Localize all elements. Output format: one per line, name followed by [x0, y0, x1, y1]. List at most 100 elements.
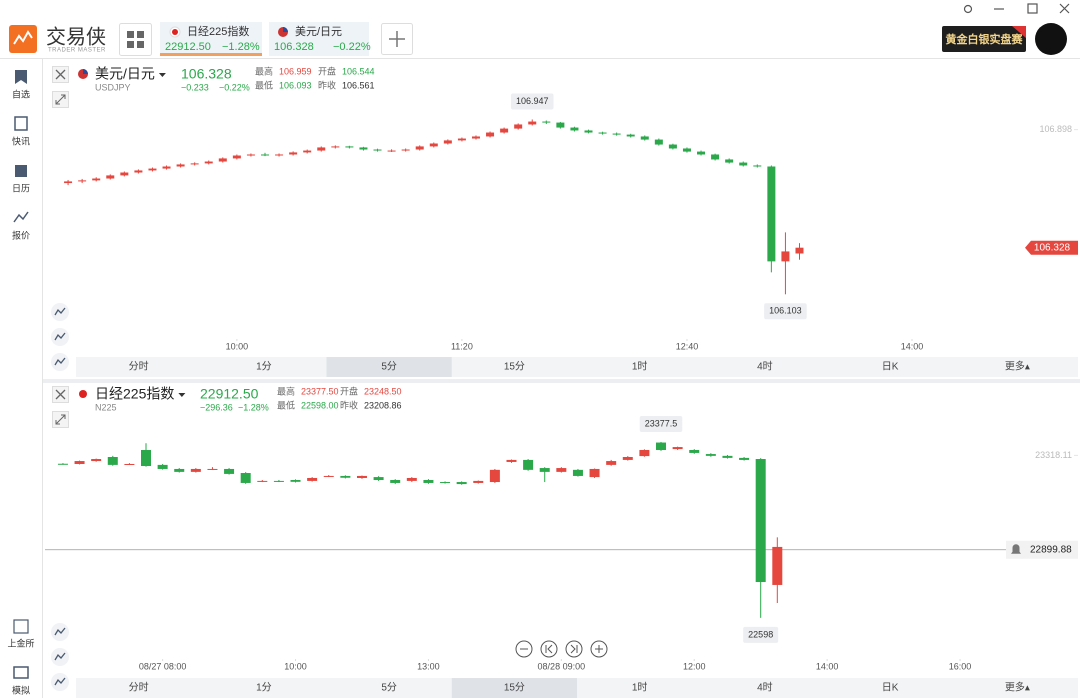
tool-icon — [54, 307, 66, 316]
tool-button[interactable] — [51, 648, 69, 666]
candle-body — [148, 168, 157, 171]
stat-label: 最高 — [277, 385, 295, 396]
x-tick-label: 16:00 — [949, 661, 972, 671]
stat-value: 106.544 — [342, 66, 375, 76]
period-option[interactable]: 日K — [882, 362, 899, 373]
period-option[interactable]: 分时 — [129, 361, 149, 373]
candle-body — [739, 457, 750, 460]
candle-body — [106, 175, 115, 179]
x-tick-label: 10:00 — [284, 661, 307, 671]
tab-change: −0.22% — [333, 41, 371, 53]
period-option[interactable]: 更多▴ — [1005, 360, 1030, 373]
sidebar-item[interactable]: 上金所 — [7, 637, 34, 648]
sidebar-item[interactable]: 自选 — [12, 88, 30, 99]
dropdown-caret — [178, 393, 186, 397]
period-active — [451, 678, 577, 698]
flag — [83, 69, 88, 74]
tool-icon — [54, 677, 66, 686]
candle-body — [705, 454, 716, 456]
tool-button[interactable] — [51, 328, 69, 346]
tool-icon — [54, 332, 66, 341]
candle-body — [795, 247, 804, 254]
tab[interactable]: 美元/日元 106.328 −0.22% — [269, 22, 371, 56]
high-label-box — [510, 93, 554, 110]
last-price-label: 106.328 — [1034, 242, 1071, 253]
candle-body — [260, 154, 269, 156]
tool-button[interactable] — [51, 673, 69, 691]
tool-button[interactable] — [51, 623, 69, 641]
period-option[interactable]: 1分 — [256, 682, 272, 694]
candle-body — [78, 180, 87, 182]
candle-body — [542, 121, 551, 123]
period-option[interactable]: 5分 — [381, 682, 397, 694]
period-option[interactable]: 日K — [882, 683, 899, 694]
layout-button[interactable] — [119, 23, 152, 56]
candle-body — [523, 459, 534, 470]
instrument-code: USDJPY — [95, 82, 131, 92]
low-label: 22598 — [748, 629, 773, 639]
add-tab-button[interactable] — [381, 23, 413, 55]
logo-sub: TRADER MASTER — [48, 48, 106, 54]
close-icon — [55, 389, 66, 400]
candle-body — [218, 158, 227, 162]
period-option[interactable]: 分时 — [129, 682, 149, 694]
candle-body — [289, 152, 298, 155]
candle-body — [74, 461, 85, 464]
period-option[interactable]: 15分 — [504, 361, 525, 373]
period-option[interactable]: 更多▴ — [1005, 681, 1030, 694]
period-option[interactable]: 4时 — [757, 361, 773, 373]
expand-button[interactable] — [52, 91, 69, 108]
candle-body — [539, 468, 550, 472]
logo-mark — [13, 30, 33, 45]
candle-body — [767, 166, 776, 262]
candle-body — [689, 449, 700, 453]
sidebar-item[interactable]: 日历 — [12, 183, 30, 193]
x-tick-label: 14:00 — [816, 661, 839, 671]
close-button[interactable] — [52, 386, 69, 403]
candle-body — [317, 147, 326, 151]
period-active — [326, 357, 452, 377]
window-controls[interactable] — [963, 3, 1070, 14]
candle-body — [120, 172, 129, 176]
stat-value: 23377.50 — [301, 386, 339, 396]
instrument-name[interactable]: 日经225指数 — [95, 386, 174, 402]
sidebar-item[interactable]: 快讯 — [12, 135, 30, 146]
promo-banner[interactable]: 黄金白银实盘赛 — [942, 26, 1026, 52]
tab[interactable]: 日经225指数 22912.50 −1.28% — [160, 22, 262, 56]
candle-body — [739, 162, 748, 166]
period-option[interactable]: 4时 — [757, 682, 773, 694]
period-option[interactable]: 1时 — [632, 682, 648, 694]
expand-button[interactable] — [52, 411, 69, 428]
tool-button[interactable] — [51, 303, 69, 321]
candle-body — [91, 459, 102, 462]
stat-value: 106.093 — [279, 80, 312, 90]
candle-body — [246, 154, 255, 156]
sidebar-item[interactable]: 报价 — [12, 229, 30, 240]
low-label-box — [743, 626, 779, 643]
candle-body — [473, 480, 484, 483]
tool-icon — [54, 627, 66, 636]
period-option[interactable]: 1时 — [632, 361, 648, 373]
candle-body — [176, 164, 185, 167]
candle-body — [781, 251, 790, 262]
period-option[interactable]: 15分 — [504, 682, 525, 694]
tool-button[interactable] — [51, 353, 69, 371]
close-button[interactable] — [52, 66, 69, 83]
candle-body — [406, 477, 417, 481]
high-label: 106.947 — [516, 96, 549, 106]
x-tick-label: 11:20 — [451, 341, 473, 351]
stat-label: 最高 — [255, 65, 273, 76]
period-option[interactable]: 1分 — [256, 361, 272, 373]
x-tick-label: 12:00 — [683, 661, 706, 671]
sidebar-item[interactable]: 模拟 — [12, 684, 30, 695]
x-tick-label: 13:00 — [417, 661, 440, 671]
logo-text: 交易侠 — [46, 25, 106, 48]
avatar[interactable] — [1035, 23, 1067, 55]
x-tick-label: 10:00 — [226, 341, 249, 351]
instrument-name[interactable]: 美元/日元 — [95, 66, 155, 82]
alert-label: 22899.88 — [1030, 544, 1072, 555]
zoom-controls[interactable] — [515, 640, 608, 658]
period-option[interactable]: 5分 — [381, 361, 397, 373]
candle-body — [401, 149, 410, 151]
